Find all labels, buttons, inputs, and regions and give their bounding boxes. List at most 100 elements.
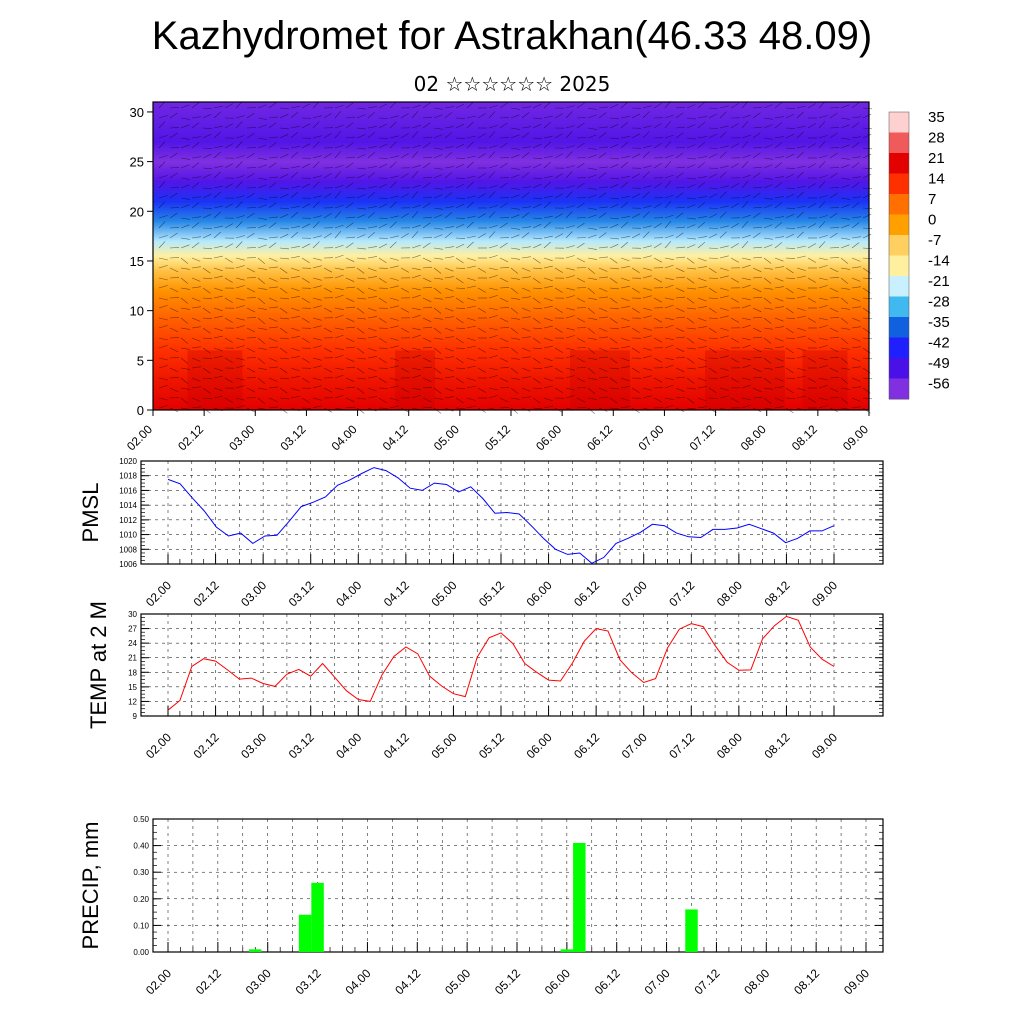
x-tick-label: 06.12 — [571, 578, 602, 609]
x-tick-label: 02.00 — [124, 422, 155, 453]
y-tick-label: 1006 — [119, 560, 137, 569]
x-tick-label: 07.12 — [687, 422, 718, 453]
precip-bar — [573, 842, 586, 952]
y-tick-label: 27 — [128, 625, 137, 634]
colorbar-label: -35 — [928, 314, 950, 331]
warm-pocket — [570, 350, 630, 410]
x-tick-label: 07.00 — [642, 966, 673, 997]
colorbar-swatch — [889, 255, 909, 277]
x-tick-label: 04.00 — [333, 578, 364, 609]
x-tick-label: 02.00 — [143, 966, 174, 997]
temperature-field — [153, 102, 869, 410]
y-tick-label: 15 — [128, 683, 137, 692]
x-tick-label: 08.00 — [714, 578, 745, 609]
colorbar-label: 7 — [928, 191, 936, 208]
y-axis-label: PMSL — [78, 483, 103, 543]
precip-bar — [298, 914, 312, 952]
x-tick-label: 03.00 — [238, 730, 269, 761]
colorbar-swatch — [889, 358, 909, 379]
y-tick-label: 5 — [137, 353, 144, 368]
chart-title: Kazhydromet for Astrakhan(46.33 48.09) — [151, 14, 873, 58]
colorbar-label: 0 — [928, 212, 936, 229]
y-tick-label: 1020 — [119, 457, 137, 466]
precip-bar — [249, 949, 262, 952]
colorbar-swatch — [889, 378, 909, 400]
y-tick-label: 30 — [128, 610, 137, 619]
colorbar-swatch — [889, 194, 909, 215]
y-tick-label: 1014 — [119, 501, 137, 510]
y-tick-label: 21 — [128, 654, 137, 663]
colorbar-swatch — [889, 132, 909, 154]
y-tick-label: 10 — [130, 304, 144, 319]
x-tick-label: 06.00 — [524, 578, 555, 609]
x-tick-label: 06.12 — [592, 966, 623, 997]
x-tick-label: 05.12 — [476, 730, 507, 761]
y-tick-label: 12 — [128, 697, 137, 706]
x-tick-label: 03.12 — [277, 422, 308, 453]
chart-subtitle: 02 ☆☆☆☆☆☆ 2025 — [413, 72, 611, 96]
y-tick-label: 30 — [130, 105, 144, 120]
x-tick-label: 09.00 — [841, 966, 872, 997]
x-tick-label: 07.00 — [619, 578, 650, 609]
x-tick-label: 08.12 — [761, 578, 792, 609]
x-tick-label: 04.12 — [381, 578, 412, 609]
x-tick-label: 07.00 — [619, 730, 650, 761]
x-tick-label: 03.00 — [243, 966, 274, 997]
x-tick-label: 07.12 — [666, 578, 697, 609]
grid — [153, 818, 883, 953]
x-tick-label: 07.00 — [635, 422, 666, 453]
colorbar-swatch — [889, 296, 909, 318]
y-tick-label: 0.30 — [133, 868, 149, 877]
colorbar-label: 35 — [928, 109, 945, 126]
x-tick-label: 07.12 — [666, 730, 697, 761]
x-tick-label: 04.12 — [381, 730, 412, 761]
y-tick-label: 0.50 — [133, 815, 149, 824]
x-tick-label: 05.00 — [431, 422, 462, 453]
x-tick-label: 08.12 — [761, 730, 792, 761]
x-tick-label: 03.12 — [293, 966, 324, 997]
precip-bar — [311, 882, 324, 952]
y-tick-label: 1010 — [119, 531, 137, 540]
colorbar-label: -28 — [928, 294, 950, 311]
x-tick-label: 06.00 — [542, 966, 573, 997]
grid — [141, 460, 883, 565]
colorbar-swatch — [889, 112, 909, 133]
y-tick-label: 1012 — [119, 516, 137, 525]
x-tick-label: 03.00 — [226, 422, 257, 453]
y-tick-label: 1008 — [119, 545, 137, 554]
precip-bar — [685, 909, 698, 952]
colorbar-label: -42 — [928, 335, 950, 352]
x-tick-label: 05.12 — [492, 966, 523, 997]
colorbar-label: -14 — [928, 253, 950, 270]
series-line — [167, 467, 835, 564]
x-tick-label: 06.00 — [533, 422, 564, 453]
colorbar-label: 28 — [928, 130, 945, 147]
x-tick-label: 05.12 — [482, 422, 513, 453]
y-tick-label: 9 — [133, 712, 138, 721]
x-tick-label: 09.00 — [809, 578, 840, 609]
x-tick-label: 05.00 — [428, 730, 459, 761]
colorbar-label: 21 — [928, 150, 945, 167]
colorbar: 35 28 21 14 7 0 -7 -14 -21 -28 -35 -42 -49 -56 — [888, 109, 950, 400]
y-tick-label: 1018 — [119, 472, 137, 481]
x-tick-label: 02.12 — [191, 730, 222, 761]
y-axis-label: PRECIP, mm — [78, 822, 103, 950]
pmsl-panel: 1006 1008 1010 1012 1014 1016 1018 1020 02.00 02.… — [78, 457, 884, 609]
colorbar-label: -56 — [928, 376, 950, 393]
y-axis-label: TEMP at 2 M — [86, 601, 111, 729]
x-tick-label: 06.12 — [571, 730, 602, 761]
temp-panel: 9 12 15 18 21 24 27 30 02.00 02.12 03.00 03.12 04.00… — [86, 601, 884, 761]
x-tick-label: 02.00 — [143, 578, 174, 609]
series-line — [167, 615, 835, 711]
precip-panel: 0.00 0.10 0.20 0.30 0.40 0.50 02.00 02.12 03.00 0… — [78, 815, 884, 997]
x-tick-label: 04.12 — [380, 422, 411, 453]
x-tick-label: 08.00 — [741, 966, 772, 997]
x-tick-label: 07.12 — [691, 966, 722, 997]
x-tick-label: 08.00 — [714, 730, 745, 761]
x-tick-label: 06.00 — [524, 730, 555, 761]
y-tick-label: 15 — [130, 254, 144, 269]
x-tick-label: 08.12 — [791, 966, 822, 997]
x-tick-label: 03.12 — [286, 578, 317, 609]
y-tick-label: 0.40 — [133, 842, 149, 851]
